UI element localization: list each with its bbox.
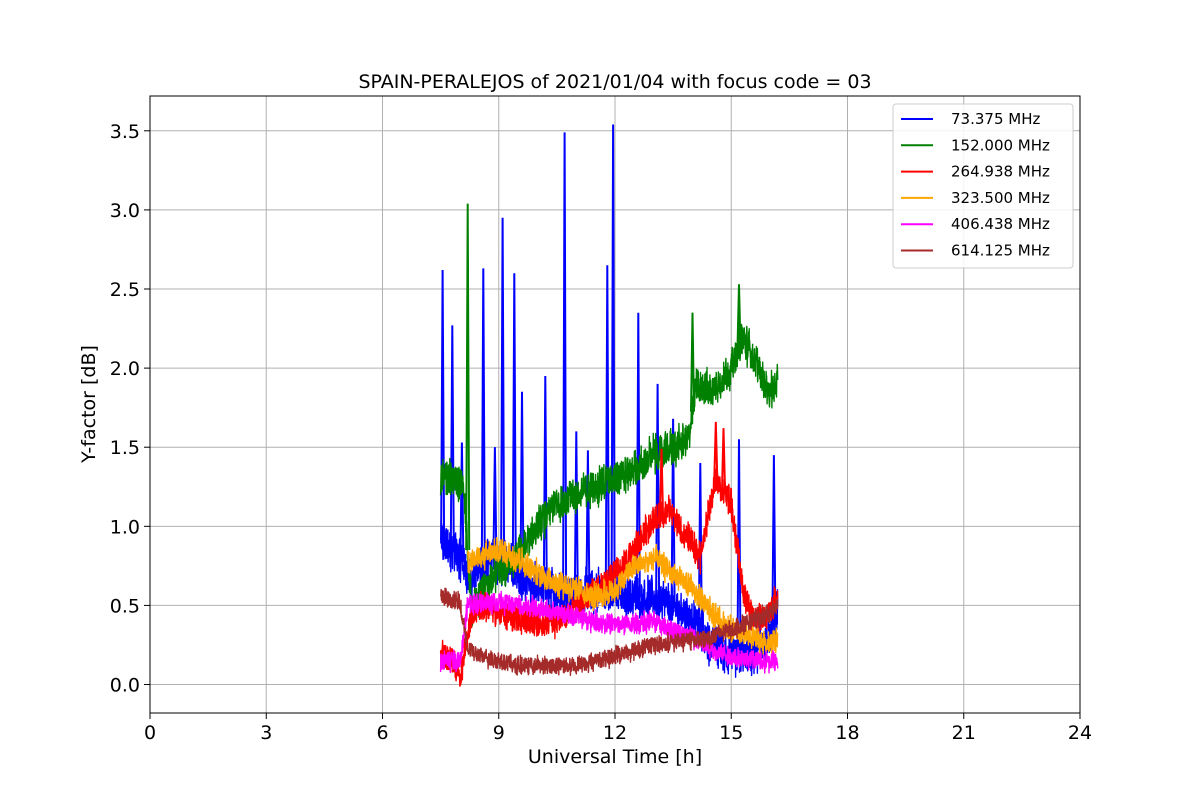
series-spike: [440, 269, 446, 544]
x-tick-label: 3: [260, 722, 272, 744]
series-spike: [465, 203, 471, 551]
series-spike: [713, 421, 719, 479]
series-spike: [573, 431, 579, 598]
y-tick-label: 0.5: [110, 595, 140, 617]
series-spike: [511, 273, 517, 571]
x-tick-label: 12: [603, 722, 627, 744]
series-spike: [771, 455, 777, 622]
series-spike: [670, 418, 676, 606]
y-tick-label: 0.0: [110, 675, 140, 697]
y-tick-label: 2.5: [110, 279, 140, 301]
x-tick-label: 6: [376, 722, 388, 744]
series-line: [439, 323, 779, 627]
series-spike: [721, 428, 726, 491]
y-tick-label: 3.5: [110, 121, 140, 143]
chart-title: SPAIN-PERALEJOS of 2021/01/04 with focus…: [358, 71, 871, 93]
series-spike: [492, 447, 498, 560]
x-tick-label: 24: [1068, 722, 1092, 744]
series-spike: [500, 217, 506, 562]
series-line: [467, 537, 779, 656]
y-tick-label: 2.0: [110, 358, 140, 380]
legend-label: 73.375 MHz: [951, 110, 1040, 128]
series-spike: [449, 325, 455, 551]
x-tick-label: 18: [835, 722, 859, 744]
series-spike: [697, 462, 703, 631]
series-spike: [736, 284, 742, 348]
series-layer: [439, 124, 779, 687]
x-axis-label: Universal Time [h]: [528, 746, 702, 768]
ticks: 0 3 6 9 12 15 18 21 24 0.0 0.5 1.0 1.5 2.0 2.5 3.0 3.5: [110, 121, 1092, 744]
series-spike: [519, 391, 525, 577]
series-line: [439, 587, 779, 677]
x-tick-label: 21: [952, 722, 976, 744]
series-spike: [690, 312, 695, 412]
legend-label: 264.938 MHz: [951, 163, 1050, 181]
series-spike: [542, 375, 548, 590]
legend-box: [892, 103, 1074, 269]
series-spike: [459, 442, 465, 562]
series-spike: [604, 265, 610, 590]
series-spike: [736, 439, 742, 653]
legend-label: 323.500 MHz: [951, 189, 1050, 207]
legend-label: 614.125 MHz: [951, 242, 1050, 260]
series-spike: [480, 268, 486, 566]
series-spike: [659, 448, 664, 515]
x-tick-label: 9: [493, 722, 505, 744]
series-spike: [585, 450, 591, 593]
y-axis-label: Y-factor [dB]: [78, 345, 100, 464]
y-tick-label: 3.0: [110, 200, 140, 222]
x-tick-label: 0: [144, 722, 156, 744]
series-spike: [635, 312, 641, 598]
legend: 73.375 MHz 152.000 MHz 264.938 MHz 323.500 …: [892, 103, 1074, 269]
series-line: [439, 590, 779, 674]
x-tick-label: 15: [719, 722, 743, 744]
legend-label: 406.438 MHz: [951, 215, 1050, 233]
series-spike: [610, 124, 616, 590]
series-spike: [562, 132, 568, 593]
y-tick-label: 1.5: [110, 437, 140, 459]
series-line: [439, 468, 779, 687]
y-tick-label: 1.0: [110, 516, 140, 538]
legend-label: 152.000 MHz: [951, 136, 1050, 154]
